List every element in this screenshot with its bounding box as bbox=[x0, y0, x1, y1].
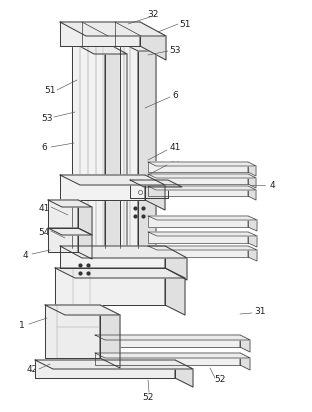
Text: 4: 4 bbox=[22, 250, 28, 260]
Text: 41: 41 bbox=[169, 143, 181, 152]
Text: 53: 53 bbox=[169, 45, 181, 54]
Polygon shape bbox=[130, 180, 168, 198]
Polygon shape bbox=[248, 246, 257, 261]
Polygon shape bbox=[148, 174, 248, 184]
Polygon shape bbox=[148, 216, 248, 227]
Text: 52: 52 bbox=[142, 393, 154, 403]
Polygon shape bbox=[130, 180, 182, 187]
Polygon shape bbox=[100, 305, 120, 368]
Polygon shape bbox=[55, 268, 165, 305]
Polygon shape bbox=[140, 22, 166, 60]
Polygon shape bbox=[78, 228, 92, 259]
Polygon shape bbox=[72, 42, 127, 54]
Polygon shape bbox=[95, 353, 250, 358]
Polygon shape bbox=[95, 335, 240, 347]
Text: 52: 52 bbox=[214, 375, 226, 384]
Polygon shape bbox=[60, 246, 165, 268]
Text: 1: 1 bbox=[19, 321, 25, 330]
Polygon shape bbox=[148, 162, 248, 172]
Polygon shape bbox=[60, 22, 140, 46]
Polygon shape bbox=[120, 42, 156, 51]
Text: 4: 4 bbox=[269, 180, 275, 190]
Polygon shape bbox=[148, 246, 257, 250]
Text: 6: 6 bbox=[41, 143, 47, 152]
Text: 6: 6 bbox=[172, 91, 178, 100]
Text: 54: 54 bbox=[38, 227, 50, 236]
Text: 51: 51 bbox=[179, 19, 191, 28]
Polygon shape bbox=[60, 246, 187, 258]
Polygon shape bbox=[165, 246, 187, 280]
Polygon shape bbox=[240, 353, 250, 370]
Polygon shape bbox=[148, 232, 248, 243]
Polygon shape bbox=[95, 335, 250, 340]
Polygon shape bbox=[148, 216, 257, 220]
Polygon shape bbox=[248, 186, 256, 200]
Polygon shape bbox=[60, 175, 145, 200]
Text: 32: 32 bbox=[147, 9, 159, 19]
Polygon shape bbox=[78, 200, 92, 235]
Polygon shape bbox=[95, 353, 240, 365]
Polygon shape bbox=[148, 232, 257, 236]
Polygon shape bbox=[45, 305, 120, 315]
Polygon shape bbox=[48, 228, 92, 235]
Polygon shape bbox=[148, 174, 256, 178]
Polygon shape bbox=[48, 200, 92, 207]
Polygon shape bbox=[120, 42, 138, 285]
Text: 41: 41 bbox=[38, 204, 50, 213]
Polygon shape bbox=[35, 360, 175, 378]
Polygon shape bbox=[248, 174, 256, 188]
Polygon shape bbox=[248, 232, 257, 247]
Polygon shape bbox=[148, 162, 256, 166]
Polygon shape bbox=[148, 186, 256, 190]
Polygon shape bbox=[60, 175, 165, 185]
Polygon shape bbox=[145, 175, 165, 210]
Polygon shape bbox=[72, 42, 105, 285]
Polygon shape bbox=[148, 186, 248, 196]
Polygon shape bbox=[45, 305, 100, 358]
Text: 51: 51 bbox=[44, 86, 56, 94]
Polygon shape bbox=[48, 228, 78, 252]
Polygon shape bbox=[248, 216, 257, 231]
Polygon shape bbox=[105, 42, 127, 297]
Polygon shape bbox=[148, 246, 248, 257]
Polygon shape bbox=[138, 42, 156, 294]
Polygon shape bbox=[35, 360, 193, 369]
Polygon shape bbox=[60, 22, 166, 36]
Text: 54: 54 bbox=[169, 161, 181, 169]
Polygon shape bbox=[240, 335, 250, 352]
Polygon shape bbox=[175, 360, 193, 387]
Text: 42: 42 bbox=[27, 365, 38, 375]
Polygon shape bbox=[248, 162, 256, 176]
Polygon shape bbox=[48, 200, 78, 228]
Text: 53: 53 bbox=[41, 113, 53, 122]
Text: 31: 31 bbox=[254, 307, 266, 316]
Polygon shape bbox=[165, 268, 185, 315]
Polygon shape bbox=[55, 268, 185, 278]
